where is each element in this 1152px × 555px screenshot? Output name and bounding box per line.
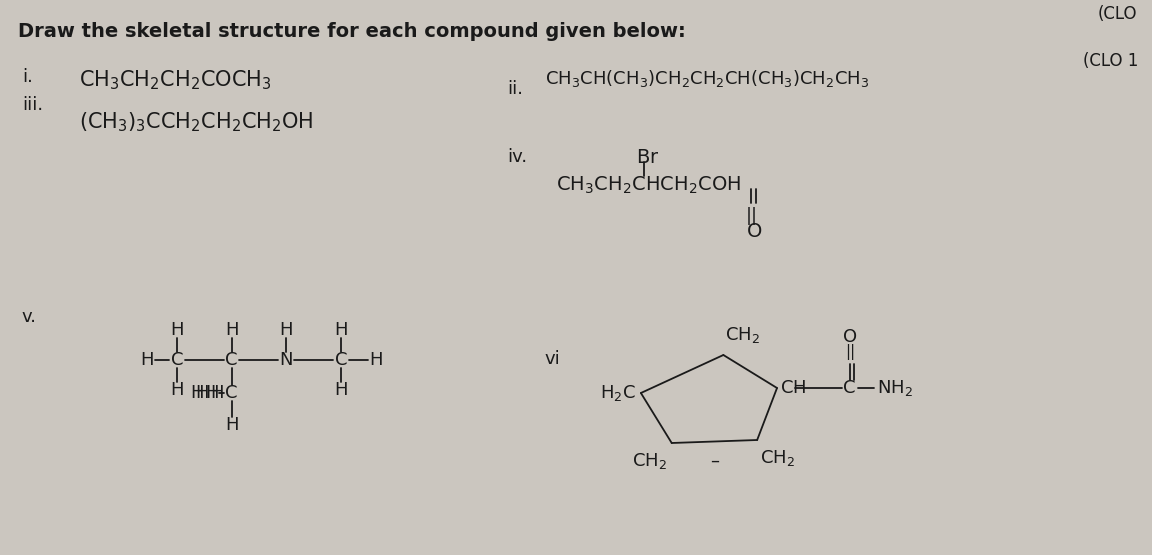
Text: vi: vi xyxy=(545,350,560,368)
Text: O: O xyxy=(748,222,763,241)
Text: (CLO 1: (CLO 1 xyxy=(1083,52,1138,70)
Text: $\mathregular{CH}$: $\mathregular{CH}$ xyxy=(780,379,806,397)
Text: C: C xyxy=(226,384,237,402)
Text: $\mathregular{CH_3CH(CH_3)CH_2CH_2CH(CH_3)CH_2CH_3}$: $\mathregular{CH_3CH(CH_3)CH_2CH_2CH(CH_… xyxy=(545,68,869,89)
Text: C: C xyxy=(226,351,237,369)
Text: (CLO: (CLO xyxy=(1098,5,1137,23)
Text: iv.: iv. xyxy=(507,148,526,166)
Text: $\mathregular{H_2C}$: $\mathregular{H_2C}$ xyxy=(600,383,636,403)
Text: $\mathregular{CH_2}$: $\mathregular{CH_2}$ xyxy=(631,451,667,471)
Text: iii.: iii. xyxy=(22,96,43,114)
Text: H: H xyxy=(170,321,183,339)
Text: ||: || xyxy=(746,207,758,225)
Text: H: H xyxy=(334,381,348,399)
Text: N: N xyxy=(280,351,293,369)
Text: H: H xyxy=(334,321,348,339)
Text: Draw the skeletal structure for each compound given below:: Draw the skeletal structure for each com… xyxy=(18,22,685,41)
Text: H: H xyxy=(205,384,219,402)
Text: ii.: ii. xyxy=(507,80,523,98)
Text: H: H xyxy=(170,381,183,399)
Text: C: C xyxy=(334,351,347,369)
Text: H: H xyxy=(195,384,209,402)
Text: O: O xyxy=(843,328,857,346)
Text: $\mathregular{CH_3CH_2CH_2COCH_3}$: $\mathregular{CH_3CH_2CH_2COCH_3}$ xyxy=(79,68,272,92)
Text: ||: || xyxy=(846,344,856,360)
Text: v.: v. xyxy=(22,308,37,326)
Text: H: H xyxy=(190,384,204,402)
Text: i.: i. xyxy=(22,68,32,86)
Text: $\mathregular{Br}$: $\mathregular{Br}$ xyxy=(636,148,659,167)
Text: H: H xyxy=(210,384,223,402)
Text: $\mathregular{(CH_3)_3CCH_2CH_2CH_2OH}$: $\mathregular{(CH_3)_3CCH_2CH_2CH_2OH}$ xyxy=(79,110,314,134)
Text: H: H xyxy=(225,321,238,339)
Text: H: H xyxy=(369,351,382,369)
Text: C: C xyxy=(170,351,183,369)
Text: $\mathregular{CH_2}$: $\mathregular{CH_2}$ xyxy=(726,325,760,345)
Text: –: – xyxy=(710,452,719,470)
Text: H: H xyxy=(141,351,154,369)
Text: $\mathregular{CH_3CH_2CHCH_2COH}$: $\mathregular{CH_3CH_2CHCH_2COH}$ xyxy=(556,175,742,196)
Text: $\mathregular{NH_2}$: $\mathregular{NH_2}$ xyxy=(878,378,914,398)
Text: H: H xyxy=(280,321,293,339)
Text: H: H xyxy=(225,416,238,434)
Text: $\mathregular{CH_2}$: $\mathregular{CH_2}$ xyxy=(760,448,795,468)
Text: C: C xyxy=(843,379,856,397)
